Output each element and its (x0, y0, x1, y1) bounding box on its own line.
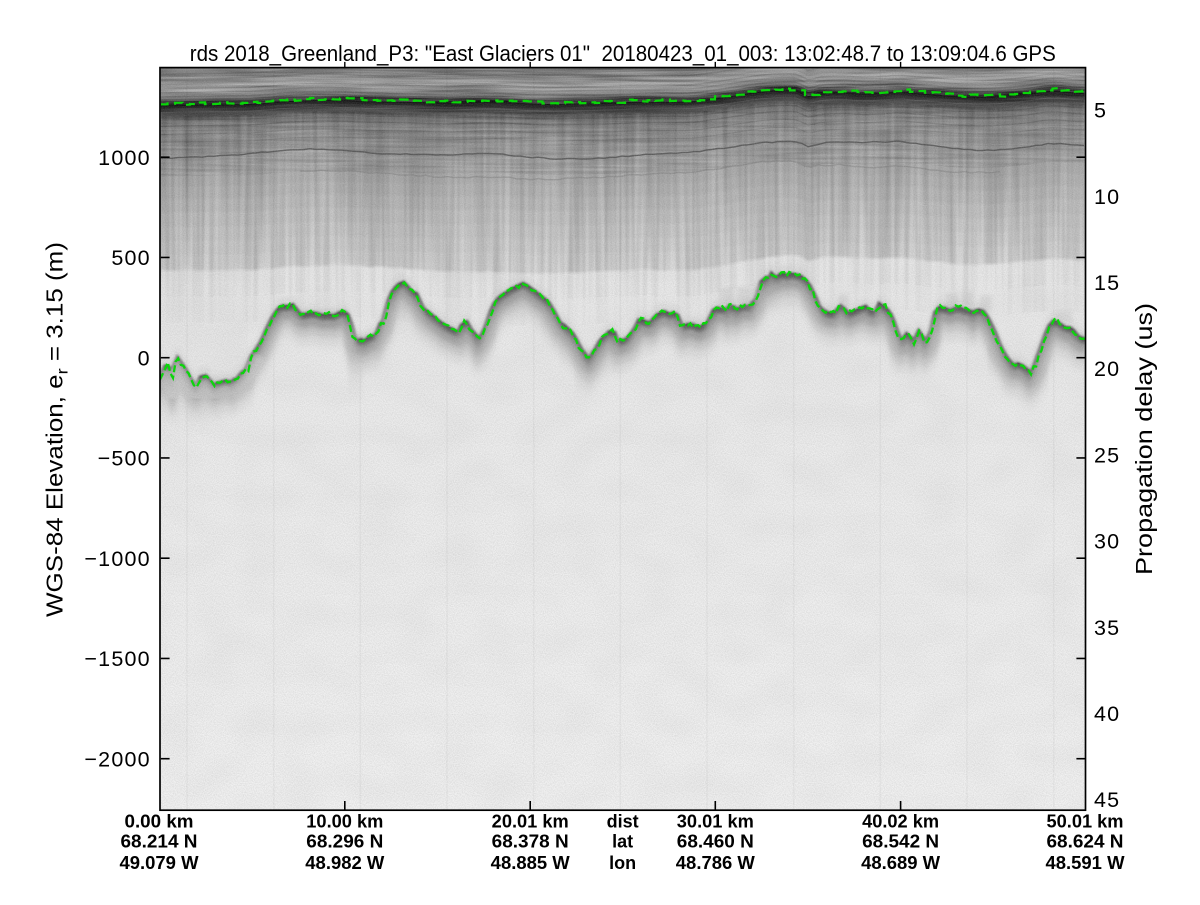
svg-text:40: 40 (1094, 702, 1120, 726)
svg-text:−500: −500 (98, 447, 151, 471)
svg-text:68.624 N: 68.624 N (1047, 832, 1124, 852)
svg-text:−2000: −2000 (84, 747, 150, 771)
svg-text:35: 35 (1094, 616, 1120, 640)
svg-text:45: 45 (1094, 788, 1120, 812)
svg-text:WGS-84 Elevation, er = 3.15 (m: WGS-84 Elevation, er = 3.15 (m) (42, 242, 72, 617)
svg-text:48.885 W: 48.885 W (491, 853, 570, 873)
svg-text:48.689 W: 48.689 W (861, 853, 940, 873)
svg-text:dist: dist (607, 811, 639, 831)
svg-text:15: 15 (1094, 271, 1120, 295)
svg-text:Propagation delay (us): Propagation delay (us) (1131, 303, 1157, 575)
svg-text:68.296 N: 68.296 N (306, 832, 383, 852)
svg-text:68.214 N: 68.214 N (121, 832, 198, 852)
svg-text:0.00 km: 0.00 km (125, 811, 194, 831)
svg-text:lat: lat (612, 832, 633, 852)
svg-text:30.01 km: 30.01 km (677, 811, 754, 831)
svg-text:−1500: −1500 (84, 647, 150, 671)
svg-text:10.00 km: 10.00 km (306, 811, 383, 831)
svg-text:lon: lon (609, 853, 636, 873)
svg-text:68.378 N: 68.378 N (492, 832, 569, 852)
svg-text:10: 10 (1094, 185, 1120, 209)
svg-text:30: 30 (1094, 530, 1120, 554)
svg-text:48.786 W: 48.786 W (676, 853, 755, 873)
svg-text:1000: 1000 (98, 146, 151, 170)
svg-text:48.982 W: 48.982 W (305, 853, 384, 873)
svg-text:500: 500 (111, 246, 150, 270)
svg-text:50.01 km: 50.01 km (1047, 811, 1124, 831)
svg-text:5: 5 (1094, 99, 1107, 123)
svg-text:49.079 W: 49.079 W (120, 853, 199, 873)
svg-text:rds 2018_Greenland_P3: "East G: rds 2018_Greenland_P3: "East Glaciers 01… (190, 41, 1056, 66)
svg-text:68.542 N: 68.542 N (862, 832, 939, 852)
svg-text:20.01 km: 20.01 km (492, 811, 569, 831)
svg-text:20: 20 (1094, 357, 1120, 381)
svg-text:68.460 N: 68.460 N (677, 832, 754, 852)
svg-text:48.591 W: 48.591 W (1046, 853, 1125, 873)
svg-text:−1000: −1000 (84, 547, 150, 571)
svg-text:0: 0 (138, 346, 151, 370)
svg-text:40.02 km: 40.02 km (862, 811, 939, 831)
svg-text:25: 25 (1094, 443, 1120, 467)
